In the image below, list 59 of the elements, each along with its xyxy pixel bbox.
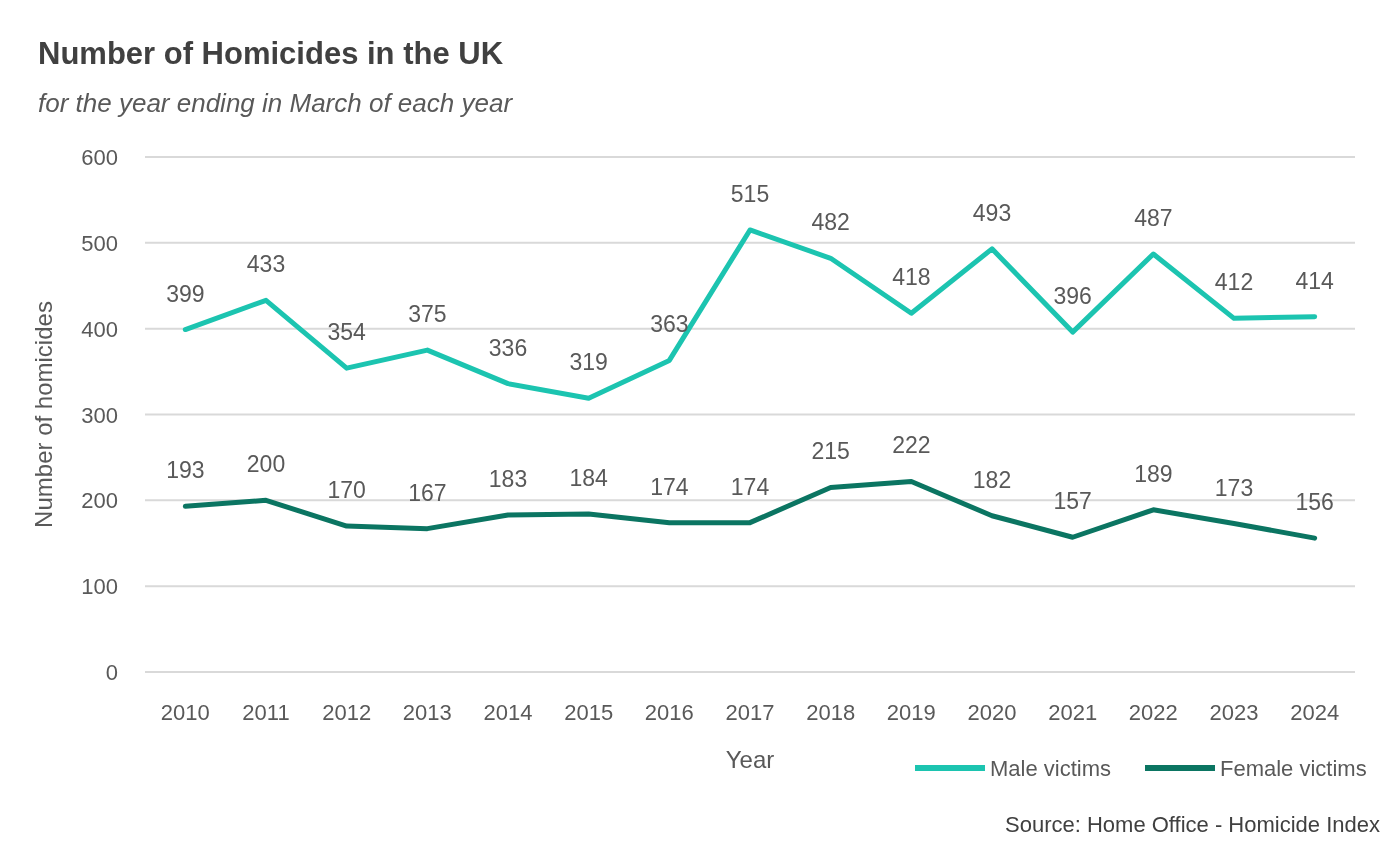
data-label: 173	[1214, 474, 1254, 501]
x-tick-label: 2015	[564, 700, 614, 725]
data-label: 189	[1134, 460, 1173, 487]
data-label: 215	[811, 438, 850, 465]
y-axis-title: Number of homicides	[30, 301, 57, 528]
x-tick-label: 2023	[1209, 700, 1259, 725]
data-label: 399	[166, 280, 205, 307]
data-label: 396	[1053, 283, 1092, 310]
x-tick-label: 2018	[806, 700, 856, 725]
data-label: 412	[1214, 269, 1254, 296]
legend-label: Male victims	[990, 756, 1112, 781]
x-tick-label: 2016	[644, 700, 694, 725]
data-label: 493	[972, 199, 1012, 226]
x-tick-label: 2017	[725, 700, 775, 725]
data-label: 363	[650, 311, 689, 338]
y-tick-label: 500	[81, 230, 118, 256]
x-tick-label: 2020	[967, 700, 1017, 725]
data-label: 414	[1295, 267, 1335, 294]
y-tick-label: 400	[81, 316, 118, 342]
x-tick-label: 2024	[1290, 700, 1340, 725]
data-label: 418	[892, 264, 931, 291]
y-tick-label: 200	[81, 488, 118, 514]
y-tick-label: 600	[81, 145, 118, 170]
y-tick-label: 0	[105, 660, 118, 685]
data-label: 319	[569, 349, 608, 376]
data-label: 336	[488, 334, 528, 361]
data-label: 174	[730, 473, 770, 500]
data-label: 354	[327, 319, 367, 346]
x-tick-label: 2014	[483, 700, 533, 725]
x-tick-label: 2012	[322, 700, 372, 725]
data-label: 433	[246, 251, 286, 278]
data-label: 167	[408, 479, 447, 506]
source-note: Source: Home Office - Homicide Index	[1005, 812, 1380, 837]
chart-title: Number of Homicides in the UK	[38, 36, 504, 71]
data-label: 515	[730, 180, 770, 207]
x-tick-label: 2022	[1128, 700, 1178, 725]
data-label: 174	[650, 473, 689, 500]
data-label: 157	[1053, 488, 1092, 515]
data-label: 193	[166, 457, 205, 484]
chart-subtitle: for the year ending in March of each year	[38, 88, 514, 118]
legend-label: Female victims	[1220, 756, 1367, 781]
x-tick-label: 2010	[160, 700, 210, 725]
data-label: 200	[246, 451, 286, 478]
data-label: 487	[1134, 204, 1173, 231]
x-tick-label: 2019	[886, 700, 936, 725]
x-tick-label: 2021	[1048, 700, 1098, 725]
data-label: 183	[488, 465, 528, 492]
y-tick-label: 100	[81, 574, 118, 600]
data-label: 375	[408, 301, 447, 328]
x-tick-label: 2011	[242, 700, 290, 725]
y-tick-label: 300	[81, 402, 118, 428]
data-label: 182	[972, 466, 1012, 493]
data-label: 482	[811, 209, 850, 236]
x-axis-title: Year	[725, 746, 775, 773]
x-tick-label: 2013	[402, 700, 452, 725]
data-label: 184	[569, 465, 609, 492]
data-label: 222	[892, 432, 931, 459]
data-label: 170	[327, 477, 366, 504]
data-label: 156	[1295, 489, 1334, 516]
